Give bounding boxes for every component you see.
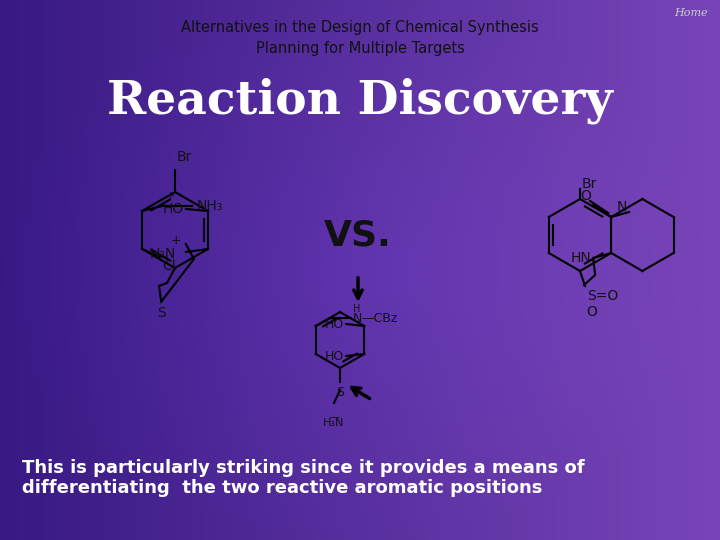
Text: —CBz: —CBz xyxy=(361,312,398,325)
Text: Cl: Cl xyxy=(162,259,176,273)
Text: Home: Home xyxy=(675,8,708,18)
Text: —
H₃N: — H₃N xyxy=(323,412,345,428)
Text: O: O xyxy=(587,305,598,319)
Text: NH₃: NH₃ xyxy=(197,199,223,213)
Text: HO: HO xyxy=(325,318,344,330)
Text: Reaction Discovery: Reaction Discovery xyxy=(107,78,613,125)
Text: HN: HN xyxy=(570,251,591,265)
Text: +: + xyxy=(171,234,181,247)
Text: differentiating  the two reactive aromatic positions: differentiating the two reactive aromati… xyxy=(22,479,542,497)
Text: S: S xyxy=(336,386,344,399)
Text: Br: Br xyxy=(582,177,598,191)
Text: S: S xyxy=(157,306,166,320)
Text: O: O xyxy=(580,189,591,203)
Text: This is particularly striking since it provides a means of: This is particularly striking since it p… xyxy=(22,459,585,477)
Text: Alternatives in the Design of Chemical Synthesis
Planning for Multiple Targets: Alternatives in the Design of Chemical S… xyxy=(181,20,539,56)
Text: N: N xyxy=(616,200,626,214)
Text: Br: Br xyxy=(177,150,192,164)
Text: HO: HO xyxy=(163,202,184,216)
Text: HO: HO xyxy=(325,349,344,362)
Text: H: H xyxy=(353,304,360,314)
Text: H₂N: H₂N xyxy=(150,247,176,261)
Text: +: + xyxy=(166,191,175,201)
Text: S=O: S=O xyxy=(587,289,618,303)
Text: N: N xyxy=(353,312,362,325)
Text: VS.: VS. xyxy=(324,218,392,252)
